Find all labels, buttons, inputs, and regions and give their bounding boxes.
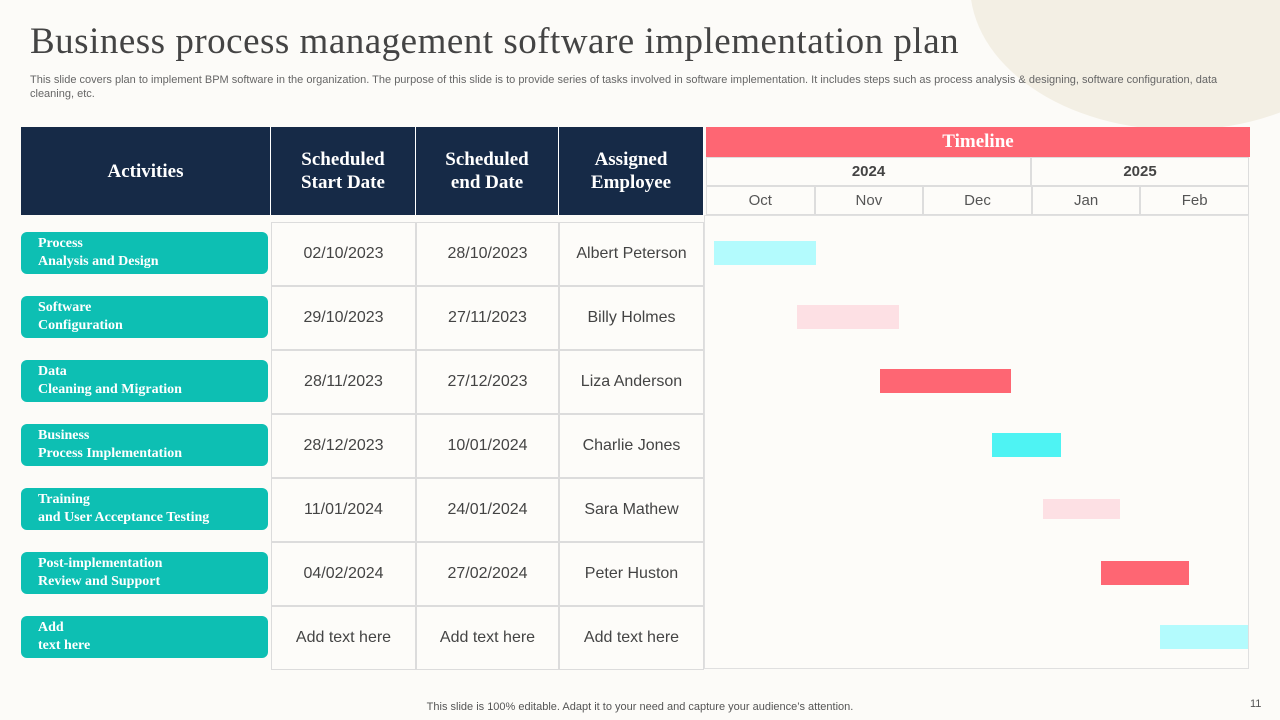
gantt-bar — [992, 433, 1061, 457]
table-cell: Charlie Jones — [559, 414, 704, 478]
table-cell: Add text here — [271, 606, 416, 670]
footer-note: This slide is 100% editable. Adapt it to… — [426, 701, 854, 713]
gantt-bar — [797, 305, 899, 329]
gantt-bar — [1101, 561, 1189, 585]
activity-pill: Add text here — [21, 616, 268, 658]
activity-pill: Process Analysis and Design — [21, 232, 268, 274]
column-header: Activities — [21, 127, 271, 215]
table-cell: Albert Peterson — [559, 222, 704, 286]
table-cell: Liza Anderson — [559, 350, 704, 414]
table-cell: Add text here — [416, 606, 559, 670]
subtitle: This slide covers plan to implement BPM … — [30, 74, 1218, 100]
column-header: Assigned Employee — [559, 127, 704, 215]
month-label: Nov — [814, 186, 924, 215]
timeline-area — [704, 215, 1249, 669]
year-label: 2025 — [1031, 157, 1249, 186]
gantt-bar — [1043, 499, 1120, 519]
table-cell: Peter Huston — [559, 542, 704, 606]
decoration — [970, 0, 1280, 130]
table-cell: 02/10/2023 — [271, 222, 416, 286]
gantt-bar — [1160, 625, 1248, 649]
activity-pill: Business Process Implementation — [21, 424, 268, 466]
month-label: Dec — [923, 186, 1032, 215]
gantt-bar — [714, 241, 816, 265]
page-number: 11 — [1250, 698, 1262, 710]
column-header: Scheduled Start Date — [271, 127, 416, 215]
table-cell: 27/11/2023 — [416, 286, 559, 350]
column-header: Scheduled end Date — [416, 127, 559, 215]
table-cell: 28/10/2023 — [416, 222, 559, 286]
table-cell: Billy Holmes — [559, 286, 704, 350]
month-label: Oct — [706, 186, 815, 215]
title: Business process management software imp… — [30, 21, 960, 62]
table-cell: 28/11/2023 — [271, 350, 416, 414]
activity-pill: Data Cleaning and Migration — [21, 360, 268, 402]
table-cell: 04/02/2024 — [271, 542, 416, 606]
year-label: 2024 — [706, 157, 1031, 186]
table-cell: 28/12/2023 — [271, 414, 416, 478]
table-cell: Sara Mathew — [559, 478, 704, 542]
table-cell: 11/01/2024 — [271, 478, 416, 542]
activity-pill: Post-implementation Review and Support — [21, 552, 268, 594]
table-cell: 27/02/2024 — [416, 542, 559, 606]
activity-pill: Software Configuration — [21, 296, 268, 338]
table-cell: 27/12/2023 — [416, 350, 559, 414]
table-cell: 10/01/2024 — [416, 414, 559, 478]
activity-pill: Training and User Acceptance Testing — [21, 488, 268, 530]
table-cell: 24/01/2024 — [416, 478, 559, 542]
timeline-title: Timeline — [706, 127, 1250, 157]
gantt-bar — [880, 369, 1011, 393]
table-cell: 29/10/2023 — [271, 286, 416, 350]
table-cell: Add text here — [559, 606, 704, 670]
month-label: Jan — [1031, 186, 1141, 215]
month-label: Feb — [1140, 186, 1249, 215]
